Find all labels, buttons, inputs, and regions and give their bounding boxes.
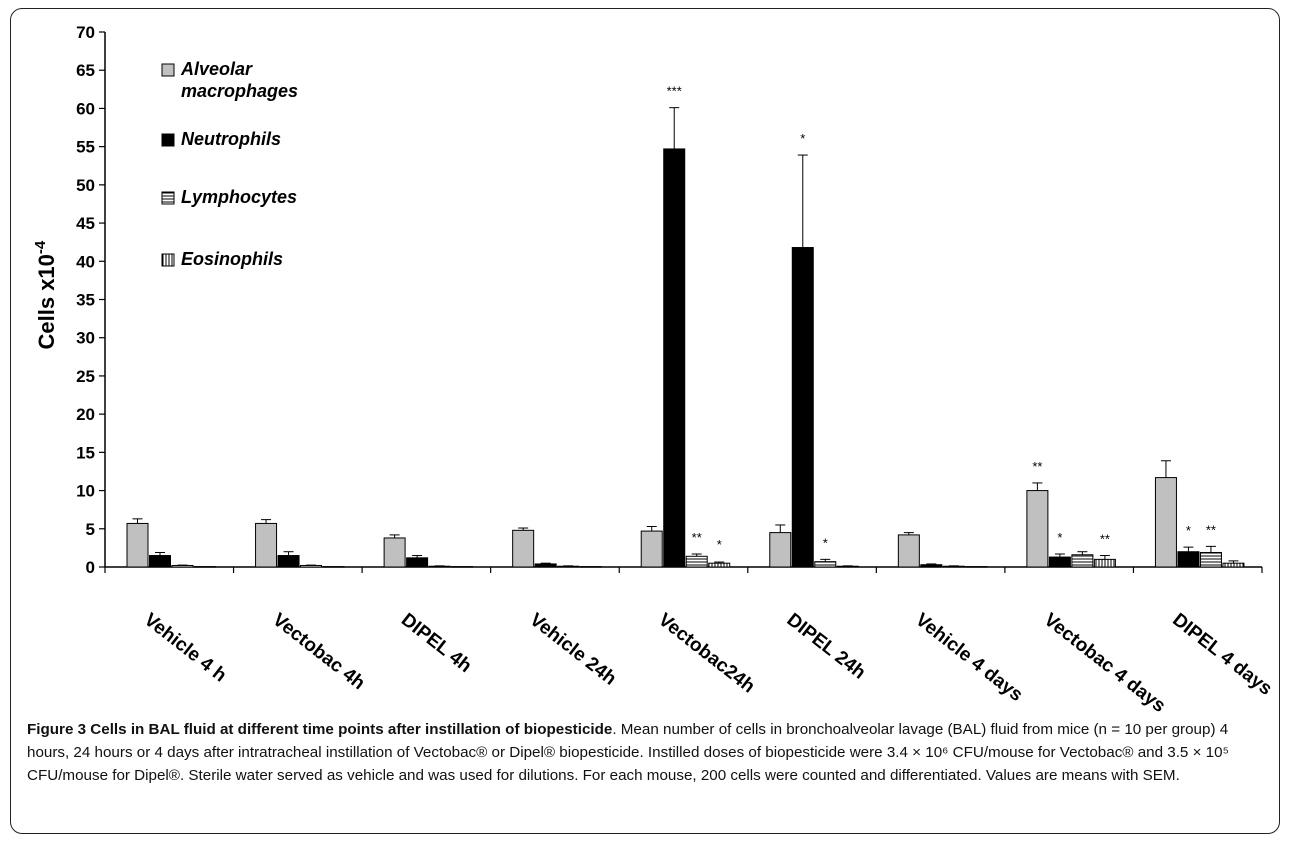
bar	[406, 557, 429, 568]
x-category-label: Vectobac24h	[654, 609, 758, 697]
bar	[1199, 551, 1222, 568]
bar	[149, 555, 171, 568]
bar	[512, 529, 535, 568]
bar	[663, 148, 686, 568]
bar	[769, 532, 792, 568]
y-tick-label: 15	[76, 443, 95, 462]
bar	[1177, 551, 1200, 568]
legend-swatch	[161, 191, 175, 205]
x-category-label: Vectobac 4 days	[1040, 609, 1169, 715]
figure-frame	[10, 8, 1280, 834]
bar	[1026, 490, 1049, 568]
bar	[1048, 556, 1071, 568]
significance-label: **	[1032, 459, 1042, 474]
bar	[534, 563, 557, 568]
significance-label: *	[717, 537, 722, 552]
x-category-label: Vehicle 4 days	[911, 609, 1026, 706]
legend-swatch	[161, 63, 175, 77]
legend-label: Lymphocytes	[181, 187, 297, 207]
legend-swatch	[161, 133, 175, 147]
legend-label: Eosinophils	[181, 249, 283, 269]
x-category-label: Vectobac 4h	[268, 609, 368, 694]
x-category-label: Vehicle 24h	[526, 609, 621, 689]
bar	[171, 564, 194, 568]
bar	[126, 522, 149, 568]
bar	[1071, 554, 1094, 568]
y-tick-label: 45	[76, 214, 95, 233]
bar	[640, 530, 663, 568]
x-category-label: DIPEL 4h	[397, 609, 475, 677]
y-tick-label: 40	[76, 252, 95, 271]
bar	[814, 561, 837, 568]
y-tick-label: 30	[76, 329, 95, 348]
y-tick-label: 10	[76, 482, 95, 501]
bar	[685, 555, 708, 568]
legend-label: Neutrophils	[181, 129, 281, 149]
y-tick-label: 60	[76, 99, 95, 118]
y-tick-label: 70	[76, 23, 95, 42]
bar	[255, 522, 278, 568]
bar	[1093, 558, 1116, 568]
significance-label: **	[1206, 522, 1216, 537]
bar	[1222, 562, 1245, 568]
bar	[451, 566, 474, 568]
figure-caption: Figure 3 Cells in BAL fluid at different…	[27, 718, 1272, 787]
y-tick-label: 0	[86, 558, 95, 577]
y-tick-label: 65	[76, 61, 95, 80]
bar	[791, 247, 814, 568]
significance-label: *	[823, 535, 828, 550]
y-tick-label: 5	[86, 520, 95, 539]
bar	[322, 566, 345, 568]
legend-label: Alveolar macrophages	[180, 59, 298, 101]
bar	[579, 566, 602, 568]
y-tick-label: 35	[76, 291, 95, 310]
y-tick-label: 25	[76, 367, 95, 386]
bar	[194, 566, 216, 568]
bar	[383, 537, 406, 568]
bar-chart: 0 5 10 15 20 25 30 35 40 45 50 55 60 65 70 Cells x10-4 V…	[32, 23, 1276, 715]
significance-label: ***	[667, 84, 682, 99]
legend-swatch	[161, 253, 175, 267]
bar	[920, 564, 943, 568]
bar	[708, 562, 731, 568]
y-tick-label: 50	[76, 176, 95, 195]
caption-text: . Mean number of cells in bronchoalveola…	[27, 721, 1229, 784]
y-tick-label: 55	[76, 138, 95, 157]
significance-label: *	[800, 131, 805, 146]
x-category-label: Vehicle 4 h	[140, 609, 230, 686]
bar	[965, 566, 988, 568]
significance-label: *	[1057, 530, 1062, 545]
x-category-label: DIPEL 24h	[783, 609, 870, 683]
significance-label: *	[1186, 523, 1191, 538]
bar	[1154, 477, 1177, 568]
y-tick-label: 20	[76, 405, 95, 424]
caption-title: Figure 3 Cells in BAL fluid at different…	[27, 721, 613, 738]
x-category-label: DIPEL 4 days	[1168, 609, 1276, 699]
bar	[897, 534, 920, 568]
significance-label: **	[1100, 532, 1110, 547]
bar	[300, 564, 323, 568]
significance-label: **	[692, 530, 702, 545]
bar	[277, 555, 300, 568]
y-axis-title: Cells x10-4	[32, 240, 59, 349]
